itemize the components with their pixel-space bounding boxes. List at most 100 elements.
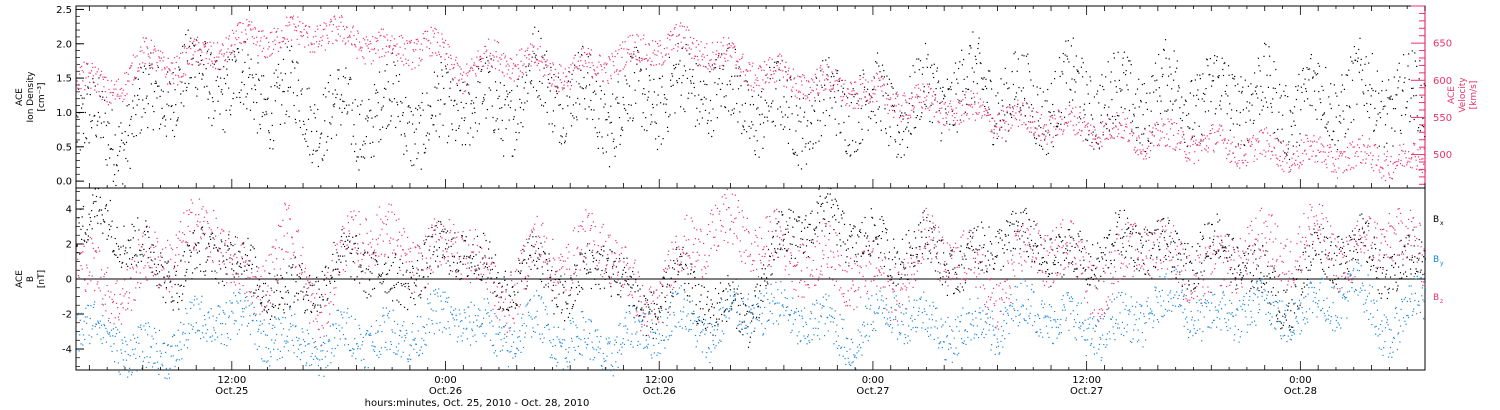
density-series-point bbox=[927, 54, 929, 56]
density-series-point bbox=[437, 99, 439, 101]
bz-series-point bbox=[396, 240, 398, 242]
density-series-point bbox=[397, 104, 399, 106]
density-series-point bbox=[1017, 58, 1019, 60]
bz-series-point bbox=[79, 252, 81, 254]
velocity-series-point bbox=[126, 93, 128, 95]
velocity-series-point bbox=[1376, 164, 1378, 166]
density-series-point bbox=[879, 71, 881, 73]
velocity-series-point bbox=[120, 87, 123, 89]
density-series-point bbox=[135, 114, 137, 116]
density-series-point bbox=[426, 92, 428, 94]
velocity-series-point bbox=[99, 75, 101, 77]
bz-series-point bbox=[187, 225, 189, 227]
density-series-point bbox=[99, 116, 101, 118]
density-series-point bbox=[1300, 109, 1302, 111]
velocity-series-point bbox=[1154, 123, 1156, 125]
velocity-series-point bbox=[1212, 149, 1215, 151]
density-series-point bbox=[628, 85, 631, 87]
bz-series-point bbox=[276, 258, 278, 260]
bz-series-point bbox=[199, 221, 201, 223]
velocity-series-point bbox=[952, 109, 954, 111]
density-series-point bbox=[846, 153, 848, 155]
density-series-point bbox=[172, 129, 174, 132]
bz-series-point bbox=[162, 266, 164, 269]
density-series-point bbox=[1387, 97, 1389, 99]
bz-series-point bbox=[191, 212, 193, 214]
density-series-point bbox=[510, 100, 512, 102]
velocity-series-point bbox=[641, 59, 643, 62]
velocity-series-point bbox=[757, 79, 759, 82]
velocity-series-point bbox=[616, 69, 618, 71]
density-series-point bbox=[1084, 114, 1086, 116]
velocity-series-point bbox=[1222, 142, 1225, 144]
velocity-series-point bbox=[336, 40, 338, 42]
velocity-series-point bbox=[796, 97, 798, 99]
velocity-series-point bbox=[625, 61, 627, 63]
density-series-point bbox=[1026, 103, 1028, 105]
density-series-point bbox=[1069, 88, 1071, 90]
velocity-series-point bbox=[1320, 143, 1322, 145]
velocity-series-point bbox=[325, 23, 327, 25]
velocity-series-point bbox=[1111, 136, 1113, 138]
velocity-series-point bbox=[639, 61, 641, 63]
density-series-point bbox=[130, 116, 133, 118]
density-series-point bbox=[422, 109, 424, 111]
density-series-point bbox=[1212, 75, 1214, 77]
velocity-series-point bbox=[1355, 165, 1357, 167]
density-series-point bbox=[98, 77, 100, 79]
density-series-point bbox=[1388, 98, 1390, 100]
velocity-series-point bbox=[1039, 135, 1041, 137]
bz-series-point bbox=[178, 231, 180, 233]
density-series-point bbox=[1156, 79, 1158, 81]
density-series-point bbox=[181, 81, 183, 83]
velocity-series-point bbox=[1204, 148, 1206, 150]
density-series-point bbox=[1056, 126, 1058, 128]
velocity-series-point bbox=[668, 53, 670, 55]
velocity-series-point bbox=[643, 34, 645, 36]
velocity-series-point bbox=[933, 91, 935, 93]
density-series-point bbox=[525, 66, 527, 68]
density-series-point bbox=[842, 91, 844, 93]
density-series-point bbox=[124, 143, 126, 145]
density-series-point bbox=[328, 91, 330, 93]
density-series-point bbox=[1214, 113, 1216, 115]
velocity-series-point bbox=[249, 28, 252, 30]
velocity-series-point bbox=[1060, 129, 1062, 131]
velocity-series-point bbox=[264, 56, 266, 58]
bz-series-point bbox=[380, 218, 382, 220]
density-series-point bbox=[537, 30, 540, 32]
density-series-point bbox=[1291, 134, 1293, 136]
bz-series-point bbox=[316, 321, 318, 323]
density-series-point bbox=[557, 76, 559, 78]
velocity-series-point bbox=[1246, 138, 1248, 140]
velocity-series-point bbox=[342, 40, 344, 42]
velocity-series-point bbox=[604, 62, 606, 64]
velocity-series-point bbox=[1109, 133, 1111, 136]
velocity-series-point bbox=[1062, 133, 1064, 135]
bz-series-point bbox=[95, 250, 97, 252]
velocity-series-point bbox=[398, 53, 400, 55]
velocity-series-point bbox=[575, 81, 578, 83]
velocity-series-point bbox=[1001, 137, 1003, 139]
velocity-series-point bbox=[635, 58, 637, 60]
density-series-point bbox=[391, 101, 393, 103]
density-series-point bbox=[640, 69, 642, 71]
density-series-point bbox=[1307, 98, 1309, 100]
density-series-point bbox=[195, 39, 197, 41]
velocity-series-point bbox=[864, 96, 866, 99]
density-series-point bbox=[1335, 92, 1337, 94]
velocity-series-point bbox=[1334, 169, 1336, 171]
bz-series-point bbox=[86, 264, 88, 266]
bz-series-point bbox=[369, 242, 371, 244]
velocity-series-point bbox=[675, 44, 677, 46]
velocity-series-point bbox=[769, 57, 771, 59]
velocity-series-point bbox=[1032, 121, 1034, 123]
velocity-series-point bbox=[1010, 127, 1012, 129]
velocity-series-point bbox=[344, 43, 346, 45]
velocity-series-point bbox=[961, 114, 963, 116]
bz-series-point bbox=[228, 231, 230, 233]
density-series-point bbox=[862, 69, 864, 71]
density-series-point bbox=[1385, 89, 1387, 91]
density-series-point bbox=[204, 41, 206, 43]
density-series-point bbox=[94, 114, 96, 117]
